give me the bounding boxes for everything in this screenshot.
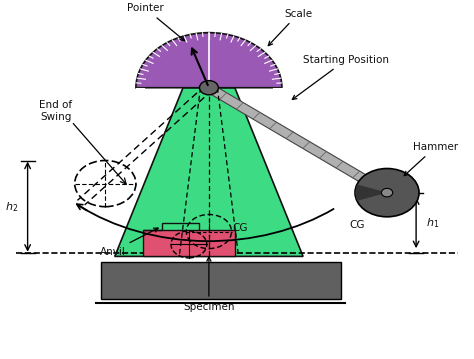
Text: Scale: Scale [268,9,312,46]
Text: Starting Position: Starting Position [292,55,389,99]
Circle shape [200,81,219,95]
Text: Pointer: Pointer [127,3,184,41]
Text: End of
Swing: End of Swing [39,100,73,122]
Circle shape [355,168,419,217]
Wedge shape [136,33,282,88]
Polygon shape [100,262,341,299]
Text: CG: CG [349,220,365,230]
Polygon shape [205,84,391,196]
Circle shape [382,188,392,197]
Text: CG: CG [232,223,248,233]
Text: Specimen: Specimen [183,257,235,312]
Polygon shape [143,230,235,256]
Text: $h_2$: $h_2$ [5,200,18,214]
Text: Anvil: Anvil [100,228,158,257]
Text: Hammer: Hammer [404,142,458,176]
Polygon shape [355,185,387,201]
Text: $h_1$: $h_1$ [426,216,439,230]
Polygon shape [115,88,303,256]
